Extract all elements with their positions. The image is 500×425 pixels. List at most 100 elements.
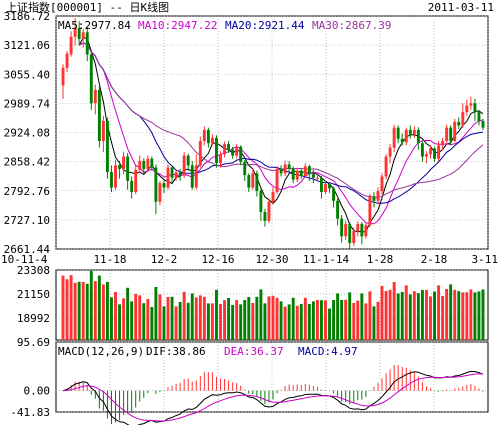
candle-body (400, 138, 404, 143)
legend-dea: DEA:36.37 (224, 345, 284, 358)
volume-bar (263, 303, 267, 340)
candle-body (311, 174, 315, 178)
candlesticks (61, 18, 485, 249)
legend-ma10: MA10:2947.22 (138, 19, 217, 32)
volume-bar (170, 296, 174, 340)
price-y-tick-label: 3055.40 (4, 68, 50, 81)
chart-date: 2011-03-11 (428, 1, 494, 14)
candle-body (267, 201, 271, 221)
candle-body (194, 165, 198, 188)
volume-bar (251, 302, 255, 340)
candle-body (162, 183, 166, 188)
volume-bar (202, 296, 206, 340)
candle-body (227, 144, 231, 150)
volume-bar (481, 289, 485, 340)
volume-bar (320, 300, 323, 340)
chart-title: 上证指数[000001] -- 日K线图 (6, 0, 169, 14)
volume-bar (206, 303, 210, 340)
candle-body (408, 129, 412, 135)
candle-body (85, 32, 89, 55)
candle-body (206, 129, 210, 144)
candle-body (340, 218, 344, 237)
volume-bar (134, 293, 138, 340)
volume-bar (311, 301, 315, 340)
volume-bar (247, 296, 251, 340)
ma10-line (78, 42, 484, 225)
volume-bar (416, 293, 420, 340)
volume-bar (194, 297, 198, 340)
candle-body (433, 148, 436, 159)
volume-bar (457, 291, 461, 340)
price-x-tick-label: 11-1-14 (303, 253, 350, 266)
candle-body (202, 129, 206, 141)
candle-body (89, 54, 93, 104)
volume-bar (105, 281, 109, 340)
candle-body (182, 155, 186, 176)
candle-body (138, 160, 142, 170)
volume-bar (303, 297, 307, 340)
candle-body (360, 223, 364, 237)
volume-bar (210, 303, 214, 340)
candle-body (429, 148, 432, 155)
volume-bar (126, 287, 130, 340)
ma-legend: MA5:2977.84 MA10:2947.22 MA20:2921.44 MA… (58, 19, 391, 32)
candle-body (150, 158, 154, 168)
volume-bar (332, 299, 336, 340)
price-y-tick-label: 2858.42 (4, 156, 50, 169)
volume-bar (307, 303, 311, 340)
volume-bar (473, 292, 477, 340)
volume-bar (328, 308, 331, 340)
candle-body (396, 127, 400, 139)
candle-body (126, 156, 130, 181)
volume-bar (174, 306, 178, 340)
candle-body (93, 89, 97, 104)
candle-body (97, 89, 101, 141)
volume-bar (114, 291, 117, 340)
legend-macd-title: MACD(12,26,9) (58, 345, 144, 358)
candle-body (247, 175, 251, 188)
volume-bar (73, 282, 77, 340)
candle-body (437, 145, 441, 159)
price-x-tick-label: 10-11-4 (1, 253, 48, 266)
candle-body (271, 191, 275, 202)
volume-bar (364, 303, 368, 340)
candle-body (178, 172, 182, 176)
candle-body (134, 169, 138, 192)
volume-bar (400, 291, 404, 340)
candle-body (453, 121, 457, 141)
volume-bar (186, 302, 190, 340)
candle-body (154, 167, 158, 202)
volume-bar (158, 294, 162, 340)
macd-y-tick-label: -41.83 (10, 406, 50, 419)
volume-bar (235, 299, 239, 340)
price-y-tick-label: 2727.10 (4, 214, 50, 227)
candle-body (473, 103, 477, 113)
volume-bar (275, 297, 279, 340)
volume-bar (283, 306, 287, 340)
candle-body (231, 149, 235, 156)
candle-body (142, 160, 146, 169)
candle-body (441, 140, 445, 146)
candle-body (275, 168, 279, 192)
macd-y-tick-label: 0.00 (24, 385, 51, 398)
candle-body (336, 200, 340, 219)
price-x-tick-label: 3-11 (472, 253, 499, 266)
candle-body (416, 129, 420, 144)
candle-body (210, 137, 214, 144)
volume-bar (384, 290, 388, 340)
volume-bar (404, 285, 408, 340)
volume-bar (412, 291, 416, 340)
volume-bar (255, 296, 259, 340)
volume-bar (77, 281, 81, 340)
volume-bar (122, 298, 126, 340)
volume-bar (433, 291, 436, 340)
volume-bar (271, 295, 275, 340)
candle-body (348, 223, 352, 243)
candle-body (110, 172, 113, 188)
candle-body (61, 67, 65, 86)
candle-body (384, 156, 388, 177)
candle-body (420, 143, 424, 157)
candle-body (114, 165, 117, 188)
volume-bar (461, 292, 465, 340)
